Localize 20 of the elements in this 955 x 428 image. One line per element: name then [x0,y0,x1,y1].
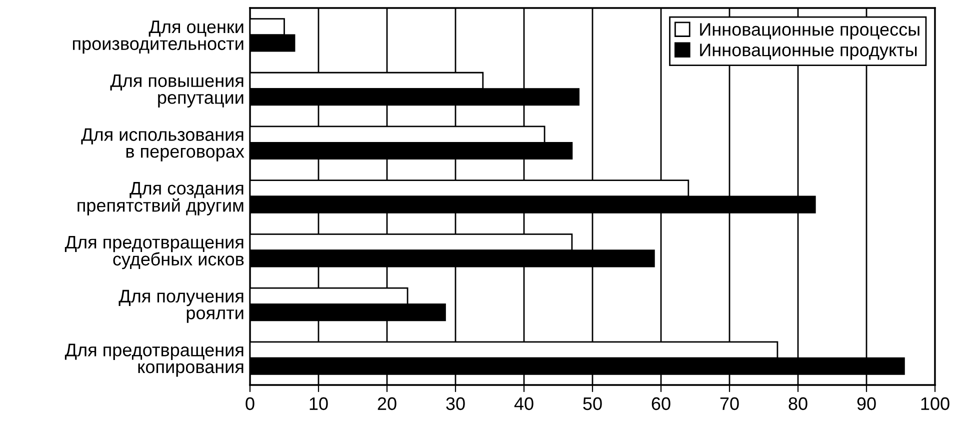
y-tick-label: Для предотвращения копирования [64,344,244,377]
legend-label: Инновационные процессы [700,23,920,40]
x-tick-label: 20 [378,397,396,410]
x-tick-label: 60 [652,397,670,410]
y-tick-label: Для получения роялти [118,290,244,323]
y-tick-label: Для предотвращения судебных исков [64,236,244,270]
x-tick-label: 80 [788,397,808,410]
y-tick-label: Для повышения репутации [110,74,244,108]
x-tick-label: 50 [583,397,602,410]
y-tick-label: Для создания препятствий другим [78,182,244,216]
x-tick-label: 70 [720,397,739,410]
x-tick-label: 0 [246,397,254,410]
legend-label: Инновационные продукты [700,44,917,60]
x-tick-label: 40 [514,397,534,410]
y-tick-label: Для использования в переговорах [81,128,244,162]
x-tick-label: 90 [857,397,876,410]
y-tick-label: Для оценки производительности [73,20,244,54]
x-tick-label: 30 [446,397,465,410]
x-tick-label: 10 [310,397,328,410]
x-tick-label: 100 [921,397,950,410]
